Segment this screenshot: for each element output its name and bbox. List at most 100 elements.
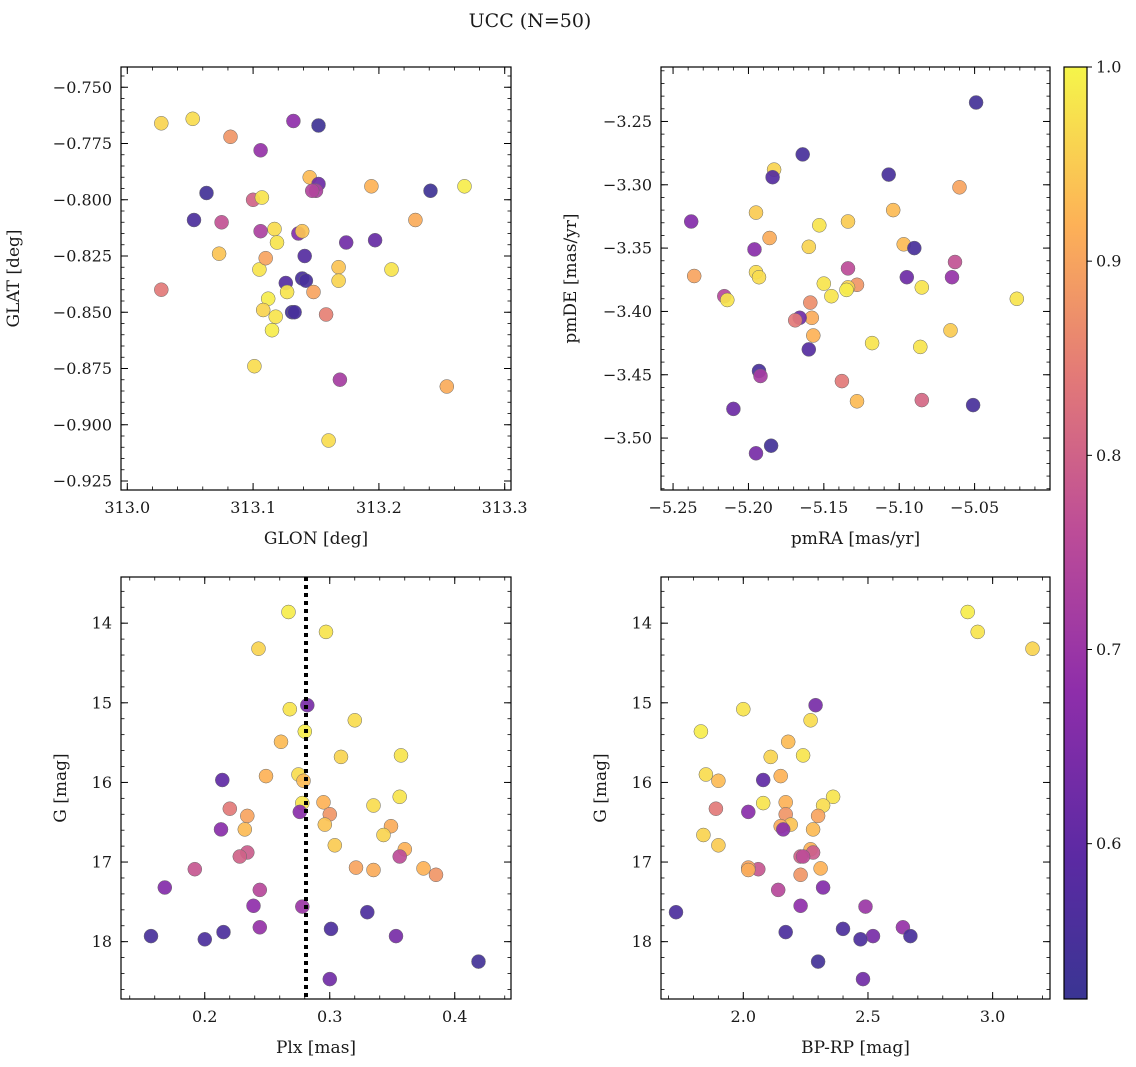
data-point: [741, 862, 756, 878]
data-point: [805, 822, 821, 837]
data-point: [197, 932, 213, 947]
data-point: [316, 795, 331, 810]
data-point: [255, 302, 271, 318]
data-point: [812, 218, 827, 233]
scatter-points: [668, 604, 1040, 987]
data-point: [751, 269, 767, 285]
data-point: [318, 307, 334, 322]
data-point: [835, 921, 851, 937]
data-point: [347, 713, 363, 728]
data-point: [947, 254, 963, 270]
data-point: [849, 394, 865, 409]
panel-3: 0.2 0.3 0.4 14 15 16 17 18 Plx [mas] G [mag]: [51, 576, 512, 1058]
data-point: [252, 882, 268, 898]
data-point: [321, 433, 336, 448]
y-tick-label: 16: [632, 773, 652, 792]
data-point: [834, 373, 850, 389]
data-point: [864, 335, 880, 351]
data-point: [253, 223, 268, 239]
data-point: [247, 358, 262, 374]
data-point: [708, 801, 724, 816]
data-point: [364, 179, 379, 194]
data-point: [693, 724, 709, 739]
data-point: [187, 861, 203, 877]
scatter-points: [154, 111, 472, 448]
data-point: [297, 248, 312, 264]
data-point: [816, 276, 832, 291]
data-point: [348, 860, 364, 875]
data-point: [252, 920, 268, 935]
x-tick-label: 0.4: [442, 1007, 467, 1026]
data-point: [885, 202, 901, 218]
data-point: [686, 268, 702, 284]
colorbar-tick-label: 0.9: [1096, 252, 1121, 271]
y-tick-label: 14: [92, 614, 112, 633]
x-axis-label: GLON [deg]: [264, 529, 368, 549]
data-point: [457, 179, 472, 194]
data-point: [408, 212, 423, 228]
y-tick-label: 14: [632, 614, 652, 633]
data-point: [824, 288, 839, 304]
data-point: [253, 143, 268, 158]
colorbar-tick-label: 0.6: [1096, 834, 1121, 853]
colorbar-ticks: 0.6 0.7 0.8 0.9 1.0: [1087, 58, 1121, 853]
data-point: [384, 262, 399, 277]
scatter-points: [143, 604, 486, 987]
panel-4: 2.0 2.5 3.0 14 15 16 17 18 BP-RP [mag] G [mag]: [591, 576, 1051, 1058]
x-tick-label: 313.0: [104, 498, 150, 517]
data-point: [914, 280, 930, 295]
x-tick-label: 0.3: [317, 1007, 342, 1026]
data-point: [282, 701, 298, 717]
y-tick-label: 17: [92, 853, 112, 872]
y-tick-label: −0.925: [53, 472, 112, 491]
data-point: [793, 867, 808, 883]
data-point: [803, 713, 818, 728]
y-tick-label: 15: [92, 693, 112, 712]
figure-title: UCC (N=50): [469, 10, 592, 32]
data-point: [185, 111, 200, 127]
y-axis-label: G [mag]: [51, 753, 71, 822]
data-point: [295, 899, 310, 914]
data-point: [471, 954, 486, 969]
data-point: [332, 372, 348, 387]
data-point: [683, 214, 699, 229]
data-point: [903, 928, 918, 944]
data-point: [803, 295, 818, 310]
x-axis-label: pmRA [mas/yr]: [791, 529, 920, 549]
x-tick-label: 3.0: [980, 1007, 1005, 1026]
data-point: [1025, 641, 1040, 656]
data-point: [773, 768, 788, 784]
y-tick-label: 18: [92, 932, 112, 951]
x-tick-label: 2.0: [731, 1007, 756, 1026]
data-point: [778, 924, 793, 940]
data-point: [748, 446, 764, 461]
data-point: [318, 624, 334, 640]
data-point: [1009, 291, 1025, 307]
data-point: [331, 273, 346, 288]
data-point: [267, 221, 282, 237]
data-point: [899, 269, 915, 285]
data-point: [439, 379, 455, 394]
data-point: [258, 768, 274, 784]
data-point: [793, 898, 808, 914]
data-point: [810, 808, 826, 824]
data-point: [914, 392, 930, 408]
data-point: [268, 309, 283, 324]
data-point: [392, 849, 407, 864]
data-point: [286, 113, 301, 129]
data-point: [795, 849, 811, 864]
data-point: [360, 904, 375, 920]
data-point: [965, 397, 981, 413]
data-point: [213, 822, 229, 837]
y-tick-label: −0.750: [53, 78, 112, 97]
colorbar-gradient: [1063, 66, 1088, 1000]
data-point: [333, 749, 349, 765]
data-point: [736, 701, 751, 717]
y-tick-label: −0.775: [53, 134, 112, 153]
y-tick-label: 15: [632, 693, 652, 712]
data-point: [711, 773, 726, 789]
y-tick-label: 17: [632, 853, 652, 872]
data-point: [287, 304, 302, 320]
x-tick-label: −5.25: [649, 498, 698, 517]
